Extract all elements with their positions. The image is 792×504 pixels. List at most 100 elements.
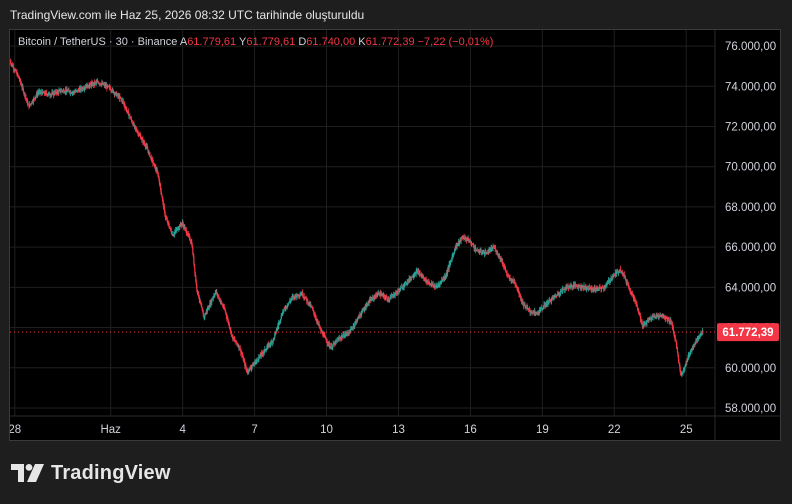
- candle-body: [285, 306, 287, 309]
- candle-body: [212, 297, 214, 299]
- candle-body: [267, 345, 269, 348]
- candle-body: [124, 105, 126, 108]
- candle-body: [455, 247, 457, 250]
- candle-body: [593, 288, 595, 290]
- candle-body: [309, 303, 311, 306]
- candle-body: [142, 139, 144, 143]
- candle-body: [214, 292, 216, 295]
- candle-body: [446, 272, 448, 276]
- candle-body: [224, 309, 226, 311]
- candle-body: [390, 297, 392, 298]
- candle-body: [217, 295, 219, 296]
- candle-body: [120, 97, 122, 99]
- candle-body: [577, 284, 580, 288]
- candle-body: [143, 142, 145, 144]
- chart-panel[interactable]: 58.000,0060.000,0062.000,0064.000,0066.0…: [9, 29, 781, 441]
- candle-body: [587, 286, 590, 289]
- candle-body: [20, 82, 22, 84]
- candle-body: [74, 92, 76, 93]
- candle-body: [285, 308, 287, 310]
- candle-body: [283, 309, 285, 312]
- candle-body: [276, 327, 278, 330]
- candle-body: [558, 293, 560, 295]
- candle-body: [402, 287, 404, 289]
- candle-body: [668, 319, 670, 321]
- candle-body: [111, 91, 113, 92]
- candle-body: [46, 93, 48, 96]
- candle-body: [109, 88, 112, 90]
- x-tick-label: 10: [320, 424, 333, 436]
- candle-body: [365, 305, 367, 308]
- candle-body: [447, 269, 449, 274]
- candle-body: [575, 285, 578, 287]
- price-chart[interactable]: 58.000,0060.000,0062.000,0064.000,0066.0…: [10, 30, 780, 440]
- candle-body: [147, 149, 149, 151]
- candle-body: [451, 256, 453, 261]
- candle-body: [160, 187, 162, 192]
- candle-body: [321, 330, 323, 333]
- candle-body: [131, 122, 133, 124]
- candle-body: [82, 87, 84, 90]
- candle-body: [162, 198, 164, 202]
- candle-body: [449, 263, 451, 265]
- change-value: −7,22 (−0,01%): [417, 36, 494, 48]
- candle-body: [604, 286, 607, 288]
- candle-body: [295, 296, 297, 298]
- candle-body: [112, 90, 115, 93]
- candle-body: [529, 310, 531, 313]
- candle-body: [505, 272, 508, 274]
- candle-body: [368, 301, 370, 303]
- candle-body: [180, 224, 182, 226]
- candle-body: [130, 118, 132, 121]
- candle-body: [161, 194, 163, 198]
- candle-body: [375, 294, 377, 298]
- candle-body: [42, 91, 44, 93]
- candle-body: [17, 75, 20, 77]
- candle-body: [225, 313, 227, 316]
- candle-body: [517, 289, 520, 294]
- y-tick-label: 72.000,00: [725, 122, 776, 134]
- tradingview-logo[interactable]: TradingView: [11, 460, 171, 486]
- candle-body: [452, 254, 454, 256]
- candle-body: [70, 91, 72, 94]
- low-label: D: [298, 36, 307, 48]
- candle-body: [192, 247, 194, 254]
- candle-body: [462, 237, 464, 239]
- candle-body: [160, 191, 162, 195]
- candle-body: [127, 111, 129, 116]
- candle-body: [470, 240, 472, 245]
- tradingview-logo-icon: [11, 464, 44, 482]
- candle-body: [621, 271, 623, 273]
- candle-body: [36, 93, 39, 96]
- candle-body: [415, 271, 417, 275]
- candle-body: [687, 355, 690, 358]
- candle-body: [559, 291, 562, 294]
- candle-body: [185, 229, 187, 234]
- candle-body: [645, 323, 648, 325]
- candle-body: [27, 103, 30, 105]
- candle-body: [679, 369, 682, 374]
- candle-body: [578, 284, 580, 286]
- candle-body: [38, 91, 40, 93]
- candle-body: [26, 100, 29, 104]
- candle-body: [17, 74, 19, 76]
- candle-body: [538, 309, 541, 313]
- candle-body: [255, 361, 257, 364]
- candle-body: [28, 104, 31, 108]
- candle-body: [457, 243, 459, 245]
- ohlc-legend: Bitcoin / TetherUS · 30 · Binance A61.77…: [18, 36, 493, 48]
- candle-body: [337, 339, 339, 342]
- candle-body: [84, 87, 86, 89]
- candle-body: [507, 274, 509, 276]
- candle-body: [584, 287, 586, 289]
- candle-body: [632, 293, 634, 295]
- candle-body: [600, 287, 603, 289]
- symbol-label[interactable]: Bitcoin / TetherUS · 30 · Binance: [18, 36, 178, 48]
- candle-body: [537, 311, 540, 313]
- candle-body: [248, 371, 250, 372]
- candle-body: [53, 93, 56, 95]
- candle-body: [672, 328, 675, 331]
- candle-body: [398, 290, 400, 291]
- candle-body: [63, 90, 65, 93]
- candle-body: [25, 98, 28, 101]
